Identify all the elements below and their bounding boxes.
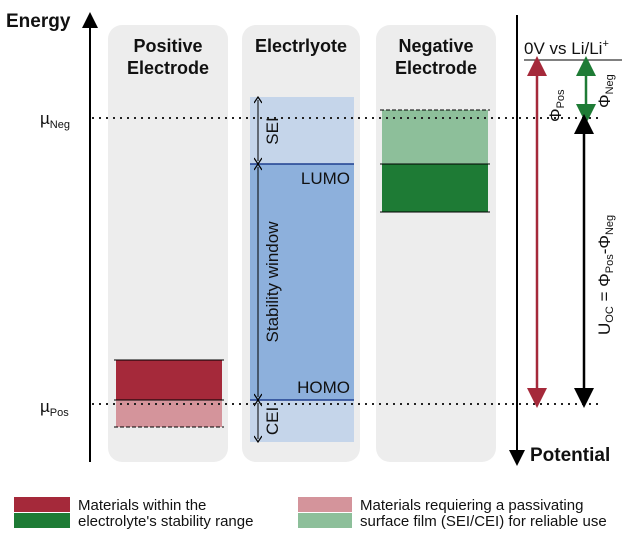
legend-text: Materials within the [78,497,206,514]
uoc-label: UOC = ΦPos-ΦNeg [595,215,616,335]
legend-text: electrolyte's stability range [78,513,253,530]
subscript: Neg [604,215,616,235]
legend-swatch [14,513,70,528]
symbol: Φ [595,273,614,287]
cei-label: CEI [263,407,282,435]
reference: 0V vs Li/Li [524,39,602,58]
phi-neg-label: ΦNeg [595,74,616,108]
minus: - [595,249,614,255]
symbol: µ [40,397,50,416]
neg-stable [382,164,488,212]
reference-label: 0V vs Li/Li+ [524,38,609,58]
column-bg [108,25,228,462]
column-bg [376,25,496,462]
column-title: Electrlyote [255,36,347,56]
legend-swatch [298,497,352,512]
symbol: µ [40,109,50,128]
column-title: Electrode [127,58,209,78]
legend-text: surface film (SEI/CEI) for reliable use [360,513,607,530]
equals: = [595,287,614,306]
symbol: Φ [546,108,565,122]
stability-window [250,164,354,400]
superscript: + [602,38,608,50]
legend-text: Materials requiering a passivating [360,497,583,514]
column-title: Electrode [395,58,477,78]
symbol: Φ [595,235,614,249]
mu-pos-label: µPos [40,397,69,419]
window-label: Stability window [263,221,282,343]
subscript: Pos [555,89,567,108]
phi-pos-label: ΦPos [546,89,567,122]
mu-neg-label: µNeg [40,109,70,131]
lumo-label: LUMO [301,169,350,188]
homo-label: HOMO [297,378,350,397]
symbol: U [595,323,614,335]
energy-label: Energy [6,11,71,32]
pos-stable [116,360,222,400]
column-title: Negative [398,36,473,56]
legend-swatch [14,497,70,512]
sei-label: SEI [263,117,282,144]
symbol: Φ [595,94,614,108]
legend-swatch [298,513,352,528]
subscript: Neg [604,74,616,94]
subscript: OC [604,306,616,323]
subscript: Pos [50,407,69,419]
potential-label: Potential [530,445,610,466]
subscript: Pos [604,254,616,273]
column-title: Positive [133,36,202,56]
subscript: Neg [50,119,70,131]
